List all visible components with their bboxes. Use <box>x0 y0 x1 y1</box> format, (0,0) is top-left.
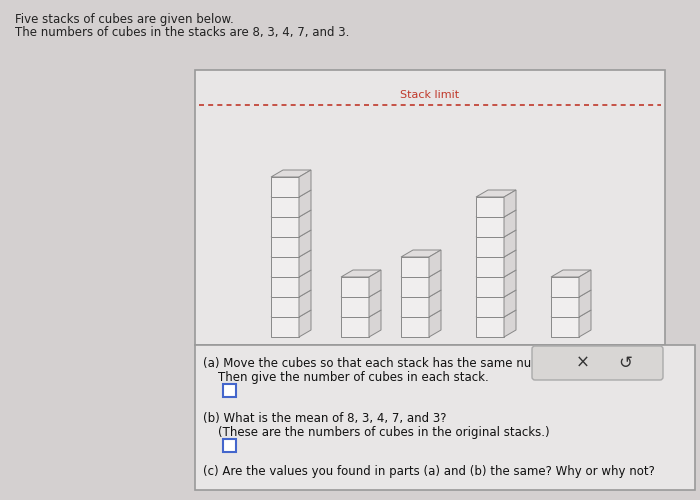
Text: Then give the number of cubes in each stack.: Then give the number of cubes in each st… <box>203 371 489 384</box>
Polygon shape <box>476 310 516 317</box>
FancyBboxPatch shape <box>195 345 695 490</box>
Polygon shape <box>369 270 381 297</box>
Text: ×: × <box>575 354 589 372</box>
Polygon shape <box>299 250 311 277</box>
Polygon shape <box>551 317 579 337</box>
Polygon shape <box>551 270 591 277</box>
Polygon shape <box>476 210 516 217</box>
Polygon shape <box>299 190 311 217</box>
Polygon shape <box>299 290 311 317</box>
Polygon shape <box>299 170 311 197</box>
Polygon shape <box>271 230 311 237</box>
Text: (These are the numbers of cubes in the original stacks.): (These are the numbers of cubes in the o… <box>203 426 550 439</box>
Polygon shape <box>271 190 311 197</box>
Polygon shape <box>341 277 369 297</box>
Polygon shape <box>271 257 299 277</box>
Polygon shape <box>271 290 311 297</box>
Polygon shape <box>271 317 299 337</box>
Text: Stack limit: Stack limit <box>400 90 460 100</box>
FancyBboxPatch shape <box>195 70 665 345</box>
Polygon shape <box>271 237 299 257</box>
Polygon shape <box>504 270 516 297</box>
Polygon shape <box>271 170 311 177</box>
Polygon shape <box>429 290 441 317</box>
Polygon shape <box>401 277 429 297</box>
Polygon shape <box>476 250 516 257</box>
Polygon shape <box>504 310 516 337</box>
Polygon shape <box>401 310 441 317</box>
Polygon shape <box>299 310 311 337</box>
Polygon shape <box>401 250 441 257</box>
Polygon shape <box>401 257 429 277</box>
Polygon shape <box>429 250 441 277</box>
Polygon shape <box>401 270 441 277</box>
Polygon shape <box>476 270 516 277</box>
Polygon shape <box>476 237 504 257</box>
Polygon shape <box>341 310 381 317</box>
FancyBboxPatch shape <box>532 346 663 380</box>
Polygon shape <box>271 310 311 317</box>
Polygon shape <box>271 277 299 297</box>
Polygon shape <box>551 290 591 297</box>
Polygon shape <box>341 270 381 277</box>
Polygon shape <box>504 290 516 317</box>
Polygon shape <box>504 250 516 277</box>
Polygon shape <box>504 190 516 217</box>
Polygon shape <box>341 317 369 337</box>
Polygon shape <box>551 310 591 317</box>
Polygon shape <box>476 197 504 217</box>
Polygon shape <box>551 297 579 317</box>
Polygon shape <box>476 217 504 237</box>
Polygon shape <box>271 297 299 317</box>
Polygon shape <box>476 317 504 337</box>
Polygon shape <box>401 317 429 337</box>
Polygon shape <box>476 297 504 317</box>
Polygon shape <box>476 277 504 297</box>
Polygon shape <box>341 290 381 297</box>
Polygon shape <box>429 310 441 337</box>
Polygon shape <box>271 177 299 197</box>
Polygon shape <box>504 210 516 237</box>
Polygon shape <box>271 270 311 277</box>
Polygon shape <box>299 270 311 297</box>
Polygon shape <box>429 270 441 297</box>
Polygon shape <box>579 310 591 337</box>
FancyBboxPatch shape <box>223 384 236 397</box>
Text: The numbers of cubes in the stacks are 8, 3, 4, 7, and 3.: The numbers of cubes in the stacks are 8… <box>15 26 349 39</box>
Polygon shape <box>551 277 579 297</box>
FancyBboxPatch shape <box>223 439 236 452</box>
Text: (c) Are the values you found in parts (a) and (b) the same? Why or why not?: (c) Are the values you found in parts (a… <box>203 465 655 478</box>
Text: ↺: ↺ <box>618 354 632 372</box>
Text: (b) What is the mean of 8, 3, 4, 7, and 3?: (b) What is the mean of 8, 3, 4, 7, and … <box>203 412 447 425</box>
Polygon shape <box>271 197 299 217</box>
Polygon shape <box>401 297 429 317</box>
Polygon shape <box>476 190 516 197</box>
Polygon shape <box>401 290 441 297</box>
Polygon shape <box>476 257 504 277</box>
Polygon shape <box>299 230 311 257</box>
Text: Five stacks of cubes are given below.: Five stacks of cubes are given below. <box>15 13 234 26</box>
Polygon shape <box>504 230 516 257</box>
Polygon shape <box>476 230 516 237</box>
Polygon shape <box>579 270 591 297</box>
Polygon shape <box>271 210 311 217</box>
Polygon shape <box>299 210 311 237</box>
Polygon shape <box>476 290 516 297</box>
Text: (a) Move the cubes so that each stack has the same number of cubes.: (a) Move the cubes so that each stack ha… <box>203 357 620 370</box>
Polygon shape <box>369 290 381 317</box>
Polygon shape <box>369 310 381 337</box>
Polygon shape <box>341 297 369 317</box>
Polygon shape <box>271 217 299 237</box>
Polygon shape <box>579 290 591 317</box>
Polygon shape <box>271 250 311 257</box>
